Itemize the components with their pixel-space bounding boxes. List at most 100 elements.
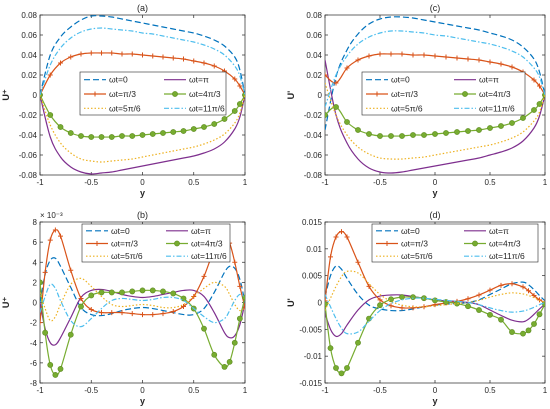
legend-marker-3	[172, 91, 178, 97]
legend: ωt=0 ωt=π ωt=π/3 ωt=4π/3 ωt=5π/6 ωt=11π/6	[371, 223, 539, 263]
legend-marker-3	[174, 240, 180, 247]
x-tick-label: -0.5	[84, 178, 98, 187]
series-line-4	[40, 277, 245, 322]
series-marker-3	[221, 116, 228, 122]
series-marker-3	[149, 287, 156, 294]
series-marker-3	[432, 131, 438, 137]
legend-label: ωt=0	[401, 226, 420, 236]
series-marker-2	[498, 282, 504, 288]
legend-marker-3	[462, 91, 468, 97]
series-marker-3	[487, 311, 493, 318]
series-marker-3	[355, 127, 361, 133]
legend-label: ωt=π/3	[401, 239, 428, 249]
series-marker-3	[211, 121, 218, 127]
x-tick-label: 0	[140, 386, 145, 395]
x-axis-label: y	[432, 188, 437, 198]
series-line-0	[40, 257, 245, 317]
series-marker-2	[191, 293, 197, 299]
x-tick-label: 0	[433, 386, 438, 395]
series-marker-3	[410, 294, 416, 301]
x-axis-label: y	[140, 188, 145, 198]
series-marker-2	[232, 76, 238, 82]
series-marker-2	[211, 63, 217, 69]
series-marker-2	[537, 83, 542, 89]
series-marker-3	[78, 133, 84, 139]
series-marker-3	[139, 132, 146, 138]
series-group	[325, 16, 545, 174]
legend-label: ωt=5π/6	[109, 103, 141, 113]
x-tick-label: -1	[321, 386, 329, 395]
series-marker-3	[325, 301, 328, 308]
y-tick-label: 0.06	[21, 31, 37, 40]
x-tick-label: 0	[433, 178, 438, 187]
series-marker-3	[236, 101, 243, 107]
series-marker-3	[399, 294, 405, 301]
series-marker-2	[160, 54, 166, 60]
x-tick-label: 0.5	[484, 178, 496, 187]
legend-label: ωt=4π/3	[191, 239, 223, 249]
series-line-2	[325, 53, 545, 96]
chart-panel-a: -1 -0.5 0 0.5 1 -0.08 -0.06 -0.04 -0.02 0 0.02 0.04…	[1, 3, 248, 198]
series-marker-3	[536, 101, 543, 107]
series-marker-2	[355, 259, 361, 265]
legend-label: ωt=4π/3	[479, 89, 511, 99]
chart-title: (d)	[430, 210, 441, 220]
series-marker-2	[344, 234, 350, 240]
y-tick-label: 0.01	[306, 245, 322, 254]
series-marker-2	[377, 297, 383, 303]
series-marker-3	[344, 119, 350, 125]
series-marker-2	[201, 60, 207, 66]
series-line-4	[325, 82, 545, 160]
series-marker-2	[129, 51, 135, 57]
series-marker-3	[129, 288, 136, 295]
chart-panel-d: -1 -0.5 0 0.5 1 -0.015 -0.01 -0.005 0 0.005 0.01 0.…	[286, 210, 548, 406]
series-marker-3	[327, 345, 334, 352]
legend-label: ωt=π/3	[111, 239, 138, 249]
y-tick-label: 0	[33, 299, 38, 308]
series-marker-3	[525, 327, 532, 334]
series-marker-3	[231, 108, 238, 114]
series-marker-3	[119, 289, 125, 296]
series-marker-3	[211, 351, 218, 358]
y-tick-label: 2	[33, 278, 38, 287]
series-marker-3	[421, 132, 427, 138]
series-marker-3	[498, 123, 504, 129]
x-tick-label: 0	[140, 178, 145, 187]
legend-label: ωt=5π/6	[401, 251, 433, 261]
y-tick-label: 0.06	[306, 31, 322, 40]
y-tick-label: -4	[30, 339, 38, 348]
series-marker-2	[476, 57, 482, 63]
series-marker-3	[399, 133, 405, 139]
series-marker-2	[119, 51, 125, 57]
y-tick-label: 0	[318, 91, 323, 100]
y-tick-label: 0	[33, 91, 38, 100]
series-marker-2	[487, 59, 493, 65]
chart-panel-c: -1 -0.5 0 0.5 1 -0.08 -0.06 -0.04 -0.02 0 0.02 0.04…	[286, 3, 548, 198]
series-marker-3	[476, 307, 482, 313]
y-tick-label: -0.015	[299, 379, 322, 388]
legend-label: ωt=4π/3	[189, 89, 221, 99]
x-tick-label: -0.5	[373, 386, 387, 395]
y-tick-label: -2	[30, 319, 38, 328]
x-tick-label: -1	[321, 178, 329, 187]
chart-title: (c)	[430, 3, 441, 13]
series-marker-3	[509, 120, 515, 126]
legend-marker-2	[384, 241, 390, 246]
legend: ωt=0 ωt=π ωt=π/3 ωt=4π/3 ωt=5π/6 ωt=11π/6	[79, 71, 227, 116]
series-marker-3	[410, 132, 416, 138]
series-marker-3	[190, 126, 197, 132]
y-tick-label: -0.02	[19, 111, 38, 120]
series-line-5	[325, 294, 545, 335]
y-tick-label: 6	[33, 238, 38, 247]
y-tick-label: -0.08	[304, 171, 323, 180]
series-marker-3	[98, 134, 105, 140]
x-axis-label: y	[140, 396, 145, 406]
y-tick-label: -0.06	[19, 151, 38, 160]
series-marker-2	[78, 51, 84, 57]
y-tick-label: -0.005	[299, 325, 322, 334]
series-marker-3	[226, 358, 233, 365]
series-marker-3	[139, 287, 146, 294]
series-marker-2	[88, 307, 94, 313]
series-marker-2	[170, 55, 176, 61]
legend-label: ωt=π	[489, 226, 509, 236]
